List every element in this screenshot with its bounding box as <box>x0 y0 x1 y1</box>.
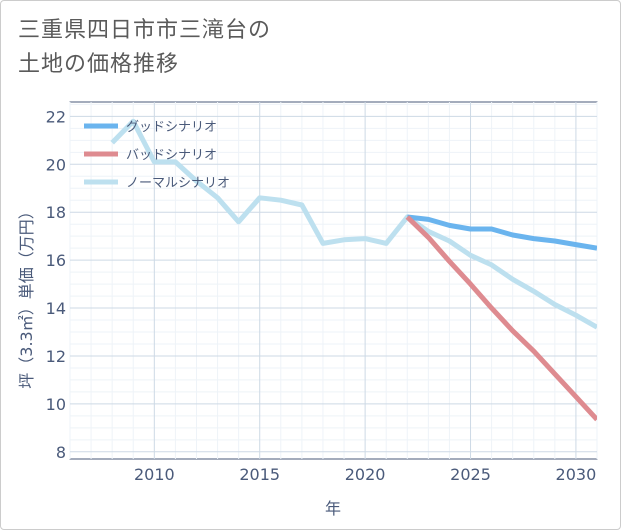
series-line-1 <box>405 215 597 422</box>
y-tick-label: 20 <box>46 155 66 174</box>
series-line-0 <box>407 214 597 251</box>
chart-title-line-1: 三重県四日市市三滝台の <box>18 18 272 43</box>
series-line-2 <box>110 118 597 330</box>
y-tick-label: 16 <box>46 251 66 270</box>
legend-label-1: バッドシナリオ <box>126 148 217 163</box>
y-tick-label: 10 <box>46 395 66 414</box>
x-tick-label: 2010 <box>134 465 175 484</box>
y-axis-label: 坪（3.3㎡）単価（万円） <box>17 203 36 388</box>
x-axis-label: 年 <box>325 499 341 518</box>
y-tick-label: 18 <box>46 203 66 222</box>
legend-label-0: グッドシナリオ <box>126 120 217 135</box>
x-tick-label: 2030 <box>556 465 597 484</box>
series-lines <box>110 118 597 422</box>
grid <box>69 102 598 459</box>
chart-title: 三重県四日市市三滝台の 土地の価格推移 <box>18 14 271 82</box>
y-tick-label: 22 <box>46 107 66 126</box>
chart-title-line-2: 土地の価格推移 <box>18 52 180 77</box>
y-tick-label: 14 <box>46 299 66 318</box>
legend-label-2: ノーマルシナリオ <box>126 176 230 191</box>
y-tick-label: 8 <box>56 443 66 462</box>
x-tick-label: 2020 <box>345 465 386 484</box>
tick-labels: 2010 2015 2020 2025 2030 8 10 12 14 16 18 20 22 <box>46 107 597 484</box>
x-tick-label: 2025 <box>450 465 491 484</box>
x-tick-label: 2015 <box>239 465 280 484</box>
y-tick-label: 12 <box>46 347 66 366</box>
